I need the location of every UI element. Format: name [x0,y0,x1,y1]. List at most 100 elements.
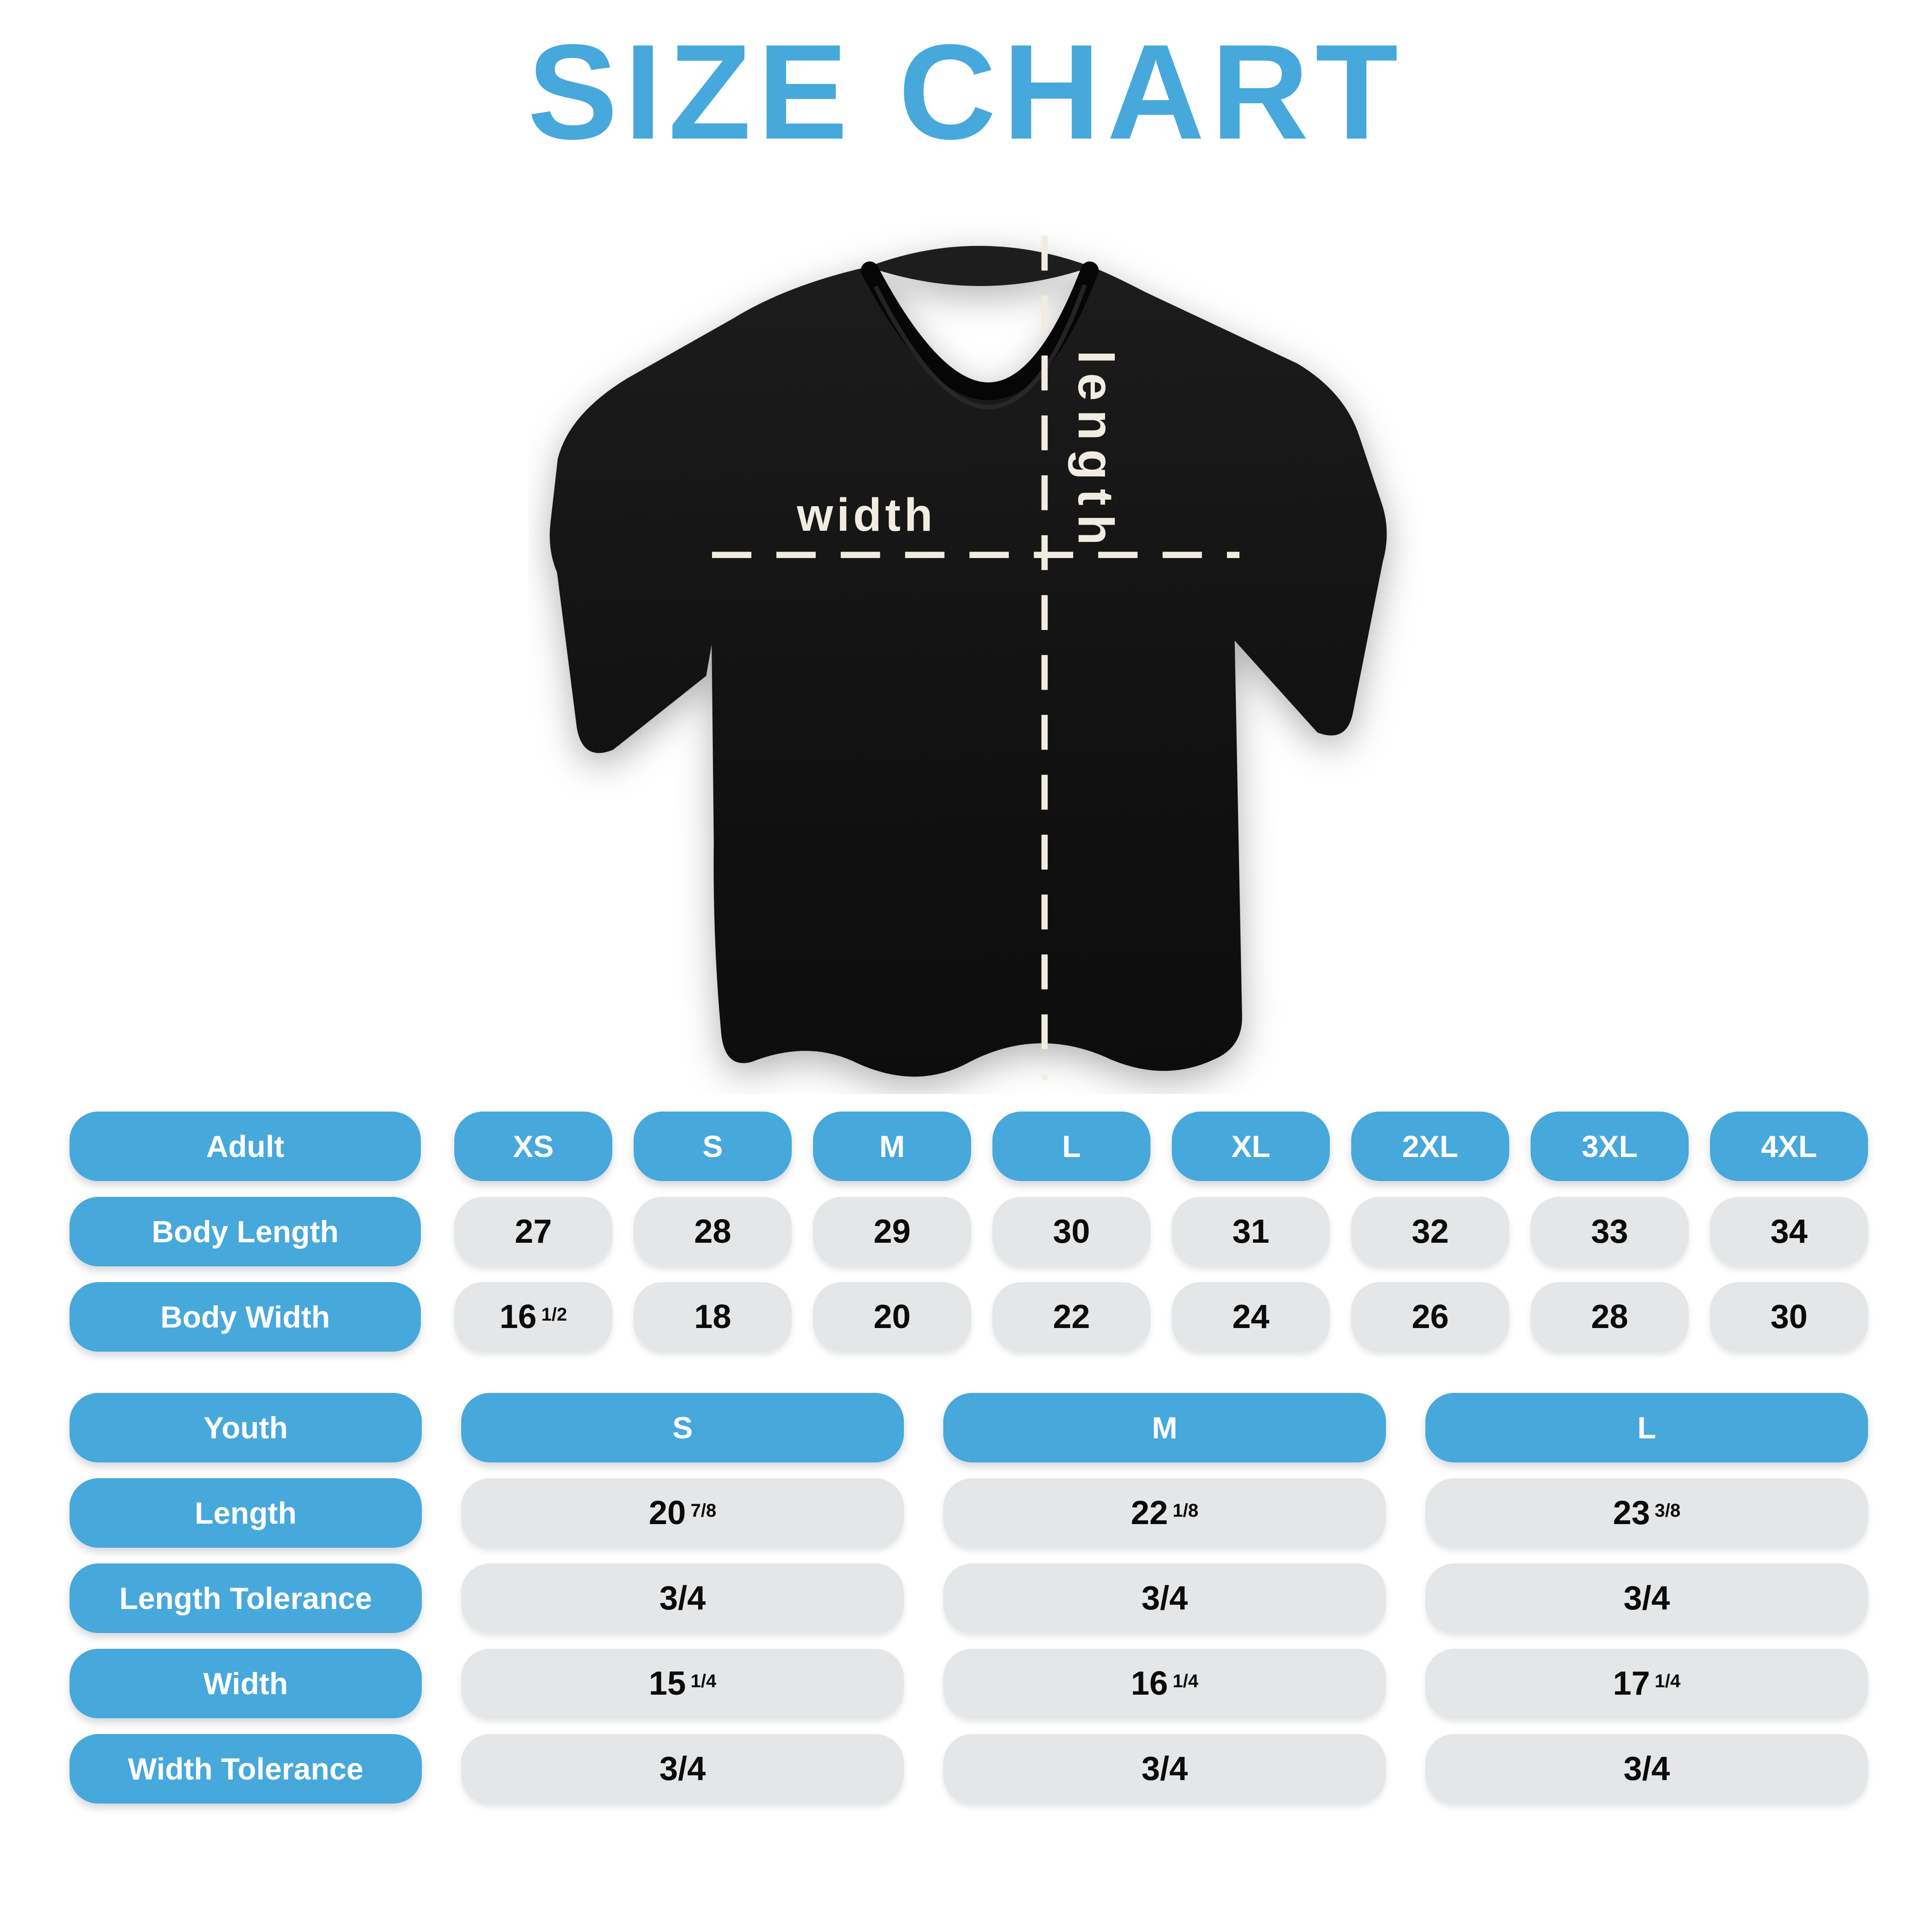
row-label-body-width: Body Width [70,1282,421,1352]
value-text: 23 [1613,1494,1650,1532]
size-header-text: XS [513,1129,554,1163]
width-label: width [796,489,936,541]
youth-width-l: 17 1/4 [1425,1649,1868,1718]
size-header-pill-m: M [813,1112,971,1181]
value-fraction: 1/8 [1172,1500,1199,1521]
value-text: 29 [873,1213,911,1250]
value-text: 3/4 [659,1580,706,1617]
row-label-text: Body Width [160,1300,330,1334]
page-title: SIZE CHART [527,16,1405,167]
youth-size-header-l: L [1425,1393,1868,1462]
value-text: 20 [648,1494,686,1532]
body-width-l: 22 [992,1282,1150,1352]
youth-length-tolerance-m: 3/4 [943,1563,1386,1633]
row-label-width-tolerance: Width Tolerance [70,1734,422,1804]
value-text: 30 [1770,1298,1808,1335]
collar-back [868,246,1092,286]
body-length-4xl: 34 [1710,1197,1868,1266]
body-width-3xl: 28 [1531,1282,1689,1352]
tshirt-measurement-diagram: length width [528,218,1423,1094]
value-text: 3/4 [659,1750,706,1787]
youth-width-m: 16 1/4 [943,1649,1386,1718]
value-text: 22 [1131,1494,1168,1532]
length-label: length [1068,350,1124,554]
tshirt-body [550,267,1387,1077]
value-text: 3/4 [1623,1580,1670,1617]
row-label-text: Length [195,1496,297,1530]
size-header-pill-l: L [992,1112,1150,1181]
tshirt-svg: length width [550,235,1387,1080]
value-text: 16 [1131,1665,1168,1702]
adult-size-table: Adult XS S M L XL 2XL 3XL 4XL Body Lengt… [70,1112,1868,1352]
youth-length-tolerance-s: 3/4 [461,1563,904,1633]
value-text: 3/4 [1623,1750,1670,1787]
value-text: 32 [1411,1213,1449,1250]
size-header-text: S [672,1411,693,1445]
body-width-4xl: 30 [1710,1282,1868,1352]
row-label-text: Length Tolerance [119,1581,372,1615]
body-width-2xl: 26 [1351,1282,1509,1352]
youth-length-s: 20 7/8 [461,1478,904,1548]
size-header-pill-s: S [634,1112,792,1181]
value-fraction: 1/4 [1654,1671,1681,1691]
value-text: 3/4 [1141,1750,1188,1787]
row-label-text: Width [203,1666,288,1701]
size-header-text: M [1152,1411,1177,1445]
row-label-length-tolerance: Length Tolerance [70,1563,422,1633]
youth-width-tolerance-l: 3/4 [1425,1734,1868,1804]
value-text: 3/4 [1141,1580,1188,1617]
value-text: 24 [1232,1298,1270,1335]
size-header-pill-xl: XL [1172,1112,1330,1181]
body-width-m: 20 [813,1282,971,1352]
value-text: 22 [1053,1298,1090,1335]
body-width-xs: 16 1/2 [454,1282,612,1352]
size-header-pill-xs: XS [454,1112,612,1181]
value-fraction: 7/8 [690,1500,717,1521]
body-length-xl: 31 [1172,1197,1330,1266]
size-header-text: M [879,1129,905,1163]
youth-size-header-s: S [461,1393,904,1462]
value-text: 34 [1770,1213,1808,1250]
value-fraction: 1/4 [1172,1671,1199,1691]
value-text: 28 [694,1213,731,1250]
row-label-text: Body Length [152,1214,339,1249]
youth-table-label: Youth [70,1393,422,1462]
value-fraction: 3/8 [1654,1500,1681,1521]
youth-width-tolerance-s: 3/4 [461,1734,904,1804]
size-header-pill-3xl: 3XL [1531,1112,1689,1181]
measurement-overlay: length width [712,235,1239,1080]
youth-width-s: 15 1/4 [461,1649,904,1718]
size-header-text: XL [1231,1129,1271,1163]
adult-label-text: Adult [206,1129,285,1163]
youth-length-tolerance-l: 3/4 [1425,1563,1868,1633]
row-label-text: Width Tolerance [128,1752,363,1786]
youth-size-table: Youth S M L Length 20 7/8 22 1/8 23 3/8 Len… [70,1393,1868,1804]
value-text: 31 [1232,1213,1270,1250]
value-text: 16 [499,1298,537,1335]
row-label-body-length: Body Length [70,1197,421,1266]
size-header-text: 3XL [1581,1129,1638,1163]
collar-rib [861,261,1099,400]
body-length-m: 29 [813,1197,971,1266]
row-label-width: Width [70,1649,422,1718]
body-width-xl: 24 [1172,1282,1330,1352]
value-fraction: 1/2 [541,1304,567,1325]
value-text: 17 [1613,1665,1650,1702]
size-header-text: L [1637,1411,1656,1445]
size-header-pill-4xl: 4XL [1710,1112,1868,1181]
value-fraction: 1/4 [690,1671,717,1691]
size-header-text: 4XL [1760,1129,1818,1163]
tshirt-graphic [550,246,1387,1077]
youth-length-l: 23 3/8 [1425,1478,1868,1548]
youth-label-text: Youth [203,1411,288,1445]
body-width-s: 18 [634,1282,792,1352]
body-length-l: 30 [992,1197,1150,1266]
youth-length-m: 22 1/8 [943,1478,1386,1548]
value-text: 26 [1411,1298,1449,1335]
body-length-2xl: 32 [1351,1197,1509,1266]
body-length-s: 28 [634,1197,792,1266]
row-label-length: Length [70,1478,422,1548]
value-text: 20 [873,1298,911,1335]
body-length-3xl: 33 [1531,1197,1689,1266]
size-header-text: S [702,1129,723,1163]
